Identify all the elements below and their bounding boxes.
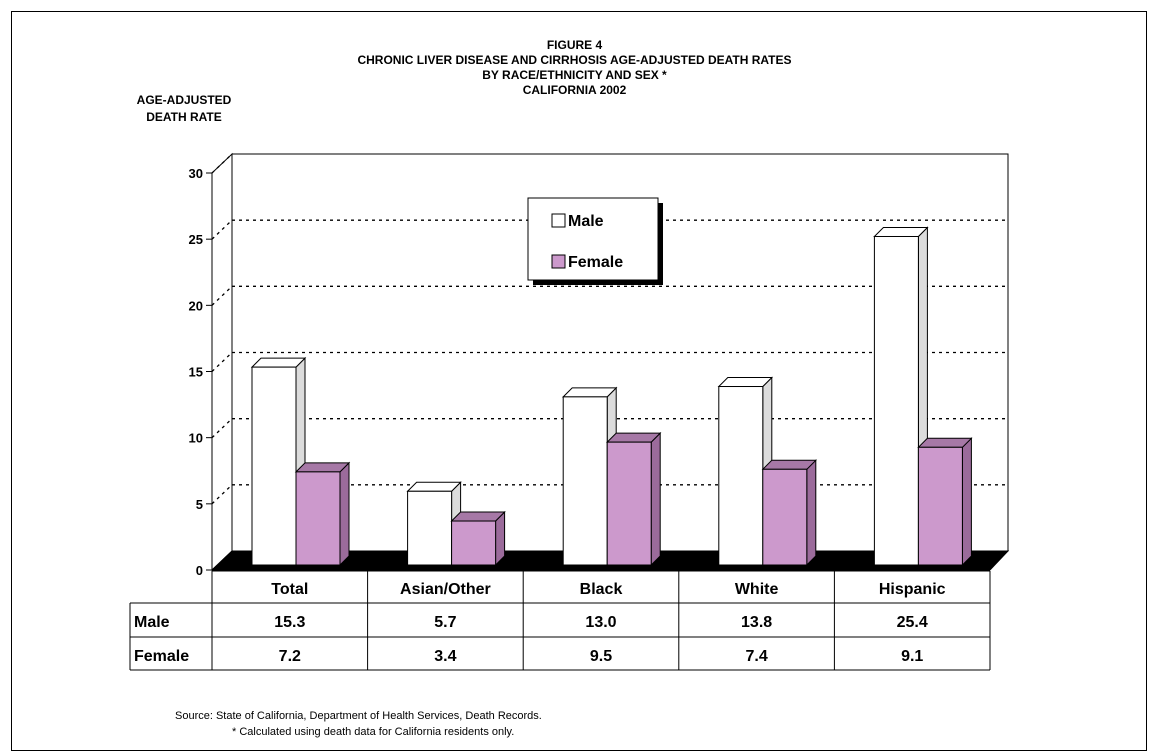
female-bar-top [294,462,351,473]
female-bar-top [450,511,506,522]
gridline-side [211,285,233,306]
gridline-side [211,418,233,439]
female-bar-top [605,432,662,443]
male-bar-top [250,357,307,368]
female-bar [762,468,808,566]
male-bar-top [561,387,618,398]
title-line: FIGURE 4 [546,38,603,52]
data-label: 3.4 [434,648,456,665]
legend-label: Female [568,254,623,271]
male-bar-top [873,226,929,237]
category-label: Total [271,581,308,598]
ylabel-line: DEATH RATE [146,110,222,124]
male-bar [562,396,608,566]
y-tick-label: 30 [189,166,203,181]
y-tick-label: 15 [189,365,203,380]
y-tick-label: 10 [189,431,203,446]
gridline-side [211,219,233,240]
female-bar-top [917,437,973,448]
gridline-side [211,484,233,505]
female-bar [606,441,652,566]
y-tick-label: 20 [189,298,203,313]
data-label: 9.1 [901,648,923,665]
female-bar-side [961,437,972,567]
female-bar-side [339,461,350,567]
title-line: CALIFORNIA 2002 [522,83,627,97]
female-bar-side [806,459,817,567]
category-label: White [735,581,779,598]
title-line: CHRONIC LIVER DISEASE AND CIRRHOSIS AGE-… [357,53,792,67]
y-tick-label: 0 [196,563,203,578]
y-axis-label: AGE-ADJUSTED DEATH RATE [114,92,254,126]
male-bar [873,235,919,566]
gridline-side [211,352,233,372]
female-bar [295,471,341,566]
ylabel-line: AGE-ADJUSTED [136,93,232,107]
data-label: 7.2 [279,648,301,665]
data-label: 25.4 [897,614,928,631]
male-bar-top [406,481,462,492]
male-bar-top [717,377,774,388]
female-bar [451,520,497,566]
table-row-label: Male [134,614,170,631]
footnote: * Calculated using death data for Califo… [232,726,515,738]
category-label: Black [580,581,623,598]
source-note: Source: State of California, Department … [175,710,542,722]
data-label: 13.0 [585,614,616,631]
data-label: 9.5 [590,648,612,665]
data-label: 13.8 [741,614,772,631]
y-tick-label: 5 [196,497,203,512]
male-bar [407,490,453,566]
category-label: Asian/Other [400,581,491,598]
category-label: Hispanic [879,581,946,598]
data-label: 5.7 [434,614,456,631]
title-line: BY RACE/ETHNICITY AND SEX * [482,68,667,82]
male-bar [251,366,297,566]
female-bar-side [650,431,661,567]
male-bar [718,386,764,566]
legend-label: Male [568,213,604,230]
y-tick-label: 25 [189,232,203,247]
chart-title: FIGURE 4 CHRONIC LIVER DISEASE AND CIRRH… [0,38,1149,98]
legend [527,197,659,281]
legend-swatch [551,213,566,228]
side-wall [211,152,233,572]
gridline-side [211,153,233,174]
data-label: 15.3 [274,614,305,631]
female-bar [917,446,963,566]
female-bar-top [761,459,818,470]
legend-swatch [551,254,566,269]
data-label: 7.4 [745,648,767,665]
table-row-label: Female [134,648,189,665]
